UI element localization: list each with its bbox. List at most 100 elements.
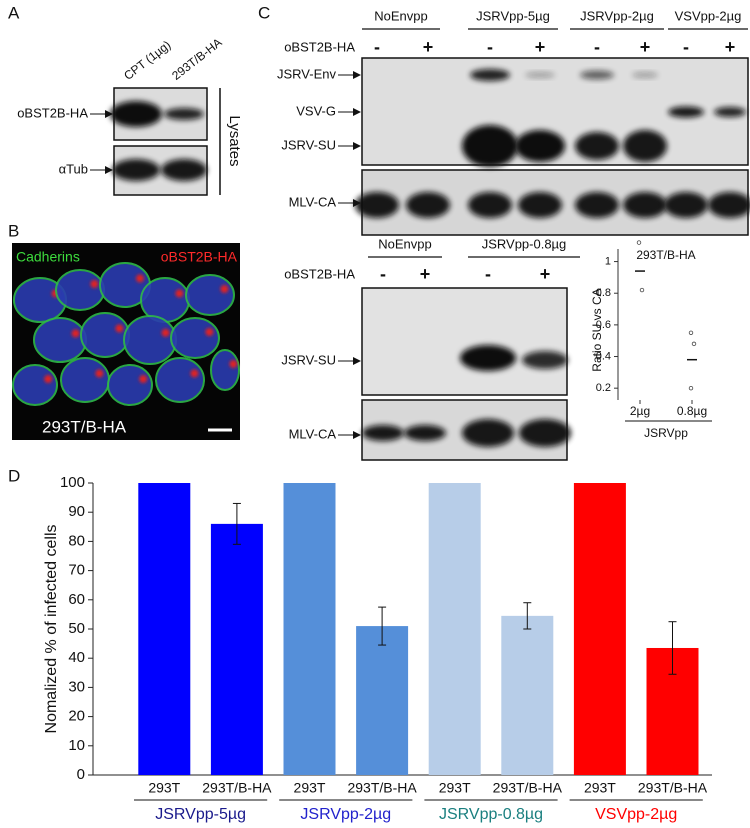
cell <box>60 357 110 403</box>
sign: + <box>540 264 551 284</box>
error-bar <box>523 602 532 630</box>
band <box>525 72 555 78</box>
treatment-label: oBST2B-HA <box>284 266 355 281</box>
band <box>575 192 619 218</box>
bar <box>428 483 481 775</box>
cell <box>155 357 205 403</box>
y-tick-label: 0 <box>77 766 85 783</box>
band <box>164 108 204 120</box>
stain-label: Cadherins <box>16 249 80 265</box>
band-label: JSRV-SU <box>281 137 336 152</box>
y-tick-label: 80 <box>68 532 85 549</box>
group-label: JSRVpp-2µg <box>580 8 654 23</box>
band <box>404 425 446 441</box>
band <box>522 351 568 369</box>
y-tick-label: 10 <box>68 737 85 754</box>
band-label: JSRV-SU <box>281 352 336 367</box>
chart-title: 293T/B-HA <box>636 248 695 262</box>
x-tick-label: 293T/B-HA <box>493 780 563 796</box>
band <box>462 419 514 447</box>
x-tick-label: 293T <box>294 780 326 796</box>
band <box>632 72 658 78</box>
y-tick-label: 0.8 <box>596 287 611 299</box>
bar <box>283 483 336 775</box>
y-tick-label: 100 <box>60 474 85 491</box>
cell <box>170 317 220 359</box>
panel-label: D <box>8 466 20 485</box>
stain <box>190 369 199 378</box>
panel-label: C <box>258 3 270 22</box>
y-tick-label: 90 <box>68 503 85 520</box>
point <box>639 287 645 293</box>
y-tick-label: 60 <box>68 591 85 608</box>
group-label: VSVpp-2µg <box>595 806 677 823</box>
stain <box>139 375 148 383</box>
cell <box>185 274 235 316</box>
y-tick-label: 0.2 <box>596 382 611 394</box>
stain <box>175 289 184 298</box>
cell <box>123 315 177 365</box>
y-tick-label: 0.6 <box>596 319 611 331</box>
sign: - <box>380 264 386 284</box>
band-label: MLV-CA <box>289 194 337 209</box>
panel-label: A <box>8 3 20 22</box>
band <box>575 132 619 160</box>
group-label: JSRVpp <box>644 426 688 440</box>
sign: - <box>374 37 380 57</box>
sign: + <box>420 264 431 284</box>
bar <box>138 483 191 775</box>
group-label: NoEnvpp <box>374 8 427 23</box>
bar <box>356 626 409 775</box>
band <box>470 69 510 81</box>
cell <box>107 364 153 406</box>
x-tick-label: 293T <box>148 780 180 796</box>
blot <box>361 287 568 396</box>
band <box>406 192 450 218</box>
y-tick-label: 20 <box>68 708 85 725</box>
band <box>515 130 565 162</box>
band <box>110 101 162 127</box>
y-tick-label: 0.4 <box>596 350 611 362</box>
lane-label: 293T/B-HA <box>169 35 224 83</box>
y-tick-label: 40 <box>68 649 85 666</box>
sign: + <box>725 37 736 57</box>
x-tick-label: 293T <box>439 780 471 796</box>
error-bar <box>232 502 241 545</box>
sign: + <box>423 37 434 57</box>
group-label: JSRVpp-2µg <box>300 806 391 823</box>
sign: - <box>594 37 600 57</box>
bar <box>501 615 554 775</box>
lane-label: CPT (1µg) <box>121 38 173 83</box>
cell <box>55 269 105 311</box>
cell <box>210 349 240 391</box>
x-tick-label: 293T/B-HA <box>202 780 272 796</box>
band <box>623 130 667 162</box>
band-label: VSV-G <box>296 103 336 118</box>
group-label: JSRVpp-0.8µg <box>439 806 543 823</box>
sign: - <box>683 37 689 57</box>
side-label: Lysates <box>226 115 243 166</box>
group-label: JSRVpp-0.8µg <box>482 236 567 251</box>
y-axis-label: Ratio SU vs CA <box>590 288 604 371</box>
error-bar <box>668 621 677 675</box>
point <box>636 240 642 245</box>
stain <box>71 329 80 338</box>
cell <box>12 364 58 406</box>
band <box>468 192 512 218</box>
group-label: VSVpp-2µg <box>675 8 742 23</box>
stain <box>229 360 238 368</box>
point <box>688 330 694 335</box>
bar <box>210 523 263 775</box>
y-tick-label: 30 <box>68 678 85 695</box>
x-tick-label: 293T/B-HA <box>347 780 417 796</box>
group-label: JSRVpp-5µg <box>155 806 246 823</box>
band <box>518 192 562 218</box>
sign: + <box>535 37 546 57</box>
band-label: oBST2B-HA <box>17 105 88 120</box>
band <box>161 159 207 181</box>
sign: - <box>487 37 493 57</box>
bar <box>573 483 626 775</box>
y-tick-label: 70 <box>68 562 85 579</box>
stain <box>205 328 214 336</box>
y-tick-label: 50 <box>68 620 85 637</box>
